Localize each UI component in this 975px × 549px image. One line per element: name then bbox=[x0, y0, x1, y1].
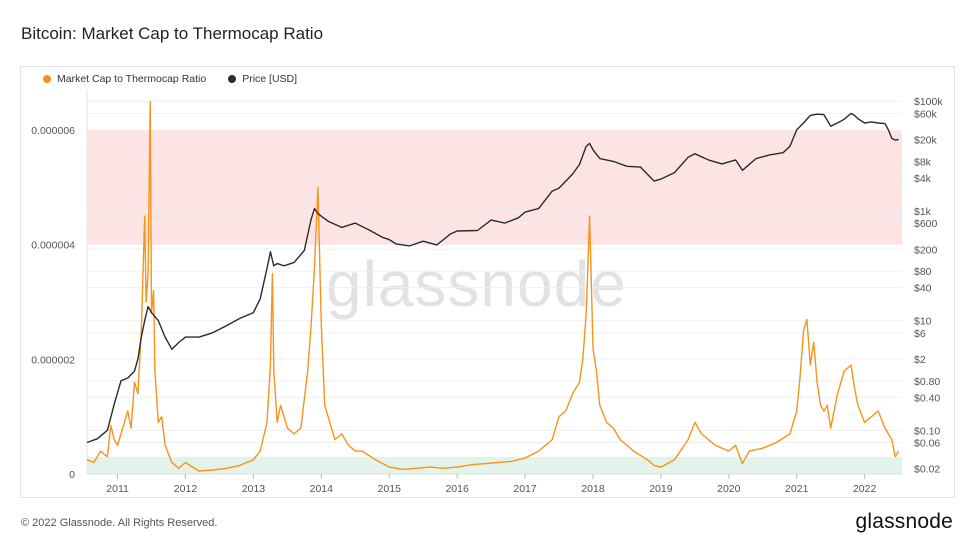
series-line-ratio bbox=[86, 100, 900, 472]
legend-swatch-ratio bbox=[43, 75, 51, 83]
copyright-footer: © 2022 Glassnode. All Rights Reserved. bbox=[21, 517, 218, 529]
y-right-tick-label: $1k bbox=[914, 206, 932, 218]
x-tick-label: 2019 bbox=[649, 483, 673, 495]
x-tick-label: 2013 bbox=[242, 483, 266, 495]
y-right-tick-label: $0.40 bbox=[914, 392, 940, 404]
y-left-tick-label: 0 bbox=[69, 469, 75, 481]
legend-item-ratio[interactable]: Market Cap to Thermocap Ratio bbox=[43, 73, 206, 85]
x-tick-label: 2018 bbox=[581, 483, 605, 495]
y-right-tick-label: $0.02 bbox=[914, 464, 940, 476]
legend-item-price[interactable]: Price [USD] bbox=[228, 73, 297, 85]
y-right-tick-label: $0.10 bbox=[914, 425, 940, 437]
x-tick-label: 2020 bbox=[717, 483, 741, 495]
series-line-price bbox=[86, 112, 899, 444]
chart-frame bbox=[20, 66, 955, 498]
y-right-tick-label: $4k bbox=[914, 173, 932, 185]
x-tick-label: 2014 bbox=[310, 483, 334, 495]
y-right-tick-label: $20k bbox=[914, 135, 938, 147]
y-right-tick-label: $600 bbox=[914, 218, 938, 230]
y-left-tick-label: 0.000002 bbox=[31, 354, 75, 366]
y-right-tick-label: $10 bbox=[914, 316, 932, 328]
x-tick-label: 2015 bbox=[378, 483, 402, 495]
y-right-tick-label: $8k bbox=[914, 156, 932, 168]
x-tick-label: 2016 bbox=[445, 483, 469, 495]
chart-title: Bitcoin: Market Cap to Thermocap Ratio bbox=[21, 24, 324, 43]
band-undervalued bbox=[87, 456, 902, 474]
x-tick-label: 2011 bbox=[106, 483, 129, 495]
x-tick-label: 2017 bbox=[513, 483, 537, 495]
x-tick-label: 2012 bbox=[174, 483, 198, 495]
y-right-tick-label: $200 bbox=[914, 244, 938, 256]
legend-label-ratio: Market Cap to Thermocap Ratio bbox=[57, 73, 207, 85]
x-tick-label: 2021 bbox=[785, 483, 809, 495]
band-overvalued bbox=[87, 130, 902, 245]
legend-swatch-price bbox=[228, 75, 237, 83]
y-left-tick-label: 0.000006 bbox=[31, 125, 75, 137]
y-right-tick-label: $2 bbox=[914, 354, 926, 366]
y-left-tick-label: 0.000004 bbox=[31, 240, 75, 252]
y-right-tick-label: $60k bbox=[914, 108, 938, 120]
y-right-tick-label: $40 bbox=[914, 283, 932, 295]
y-right-tick-label: $0.06 bbox=[914, 438, 940, 450]
brand-logo: glassnode bbox=[855, 510, 953, 533]
legend-label-price: Price [USD] bbox=[242, 73, 298, 85]
y-right-tick-label: $6 bbox=[914, 328, 926, 340]
y-right-tick-label: $80 bbox=[914, 266, 932, 278]
y-right-tick-label: $0.80 bbox=[914, 376, 940, 388]
y-right-tick-label: $100k bbox=[914, 96, 943, 108]
chart-legend: Market Cap to Thermocap Ratio Price [USD… bbox=[43, 73, 297, 85]
x-tick-label: 2022 bbox=[853, 483, 877, 495]
